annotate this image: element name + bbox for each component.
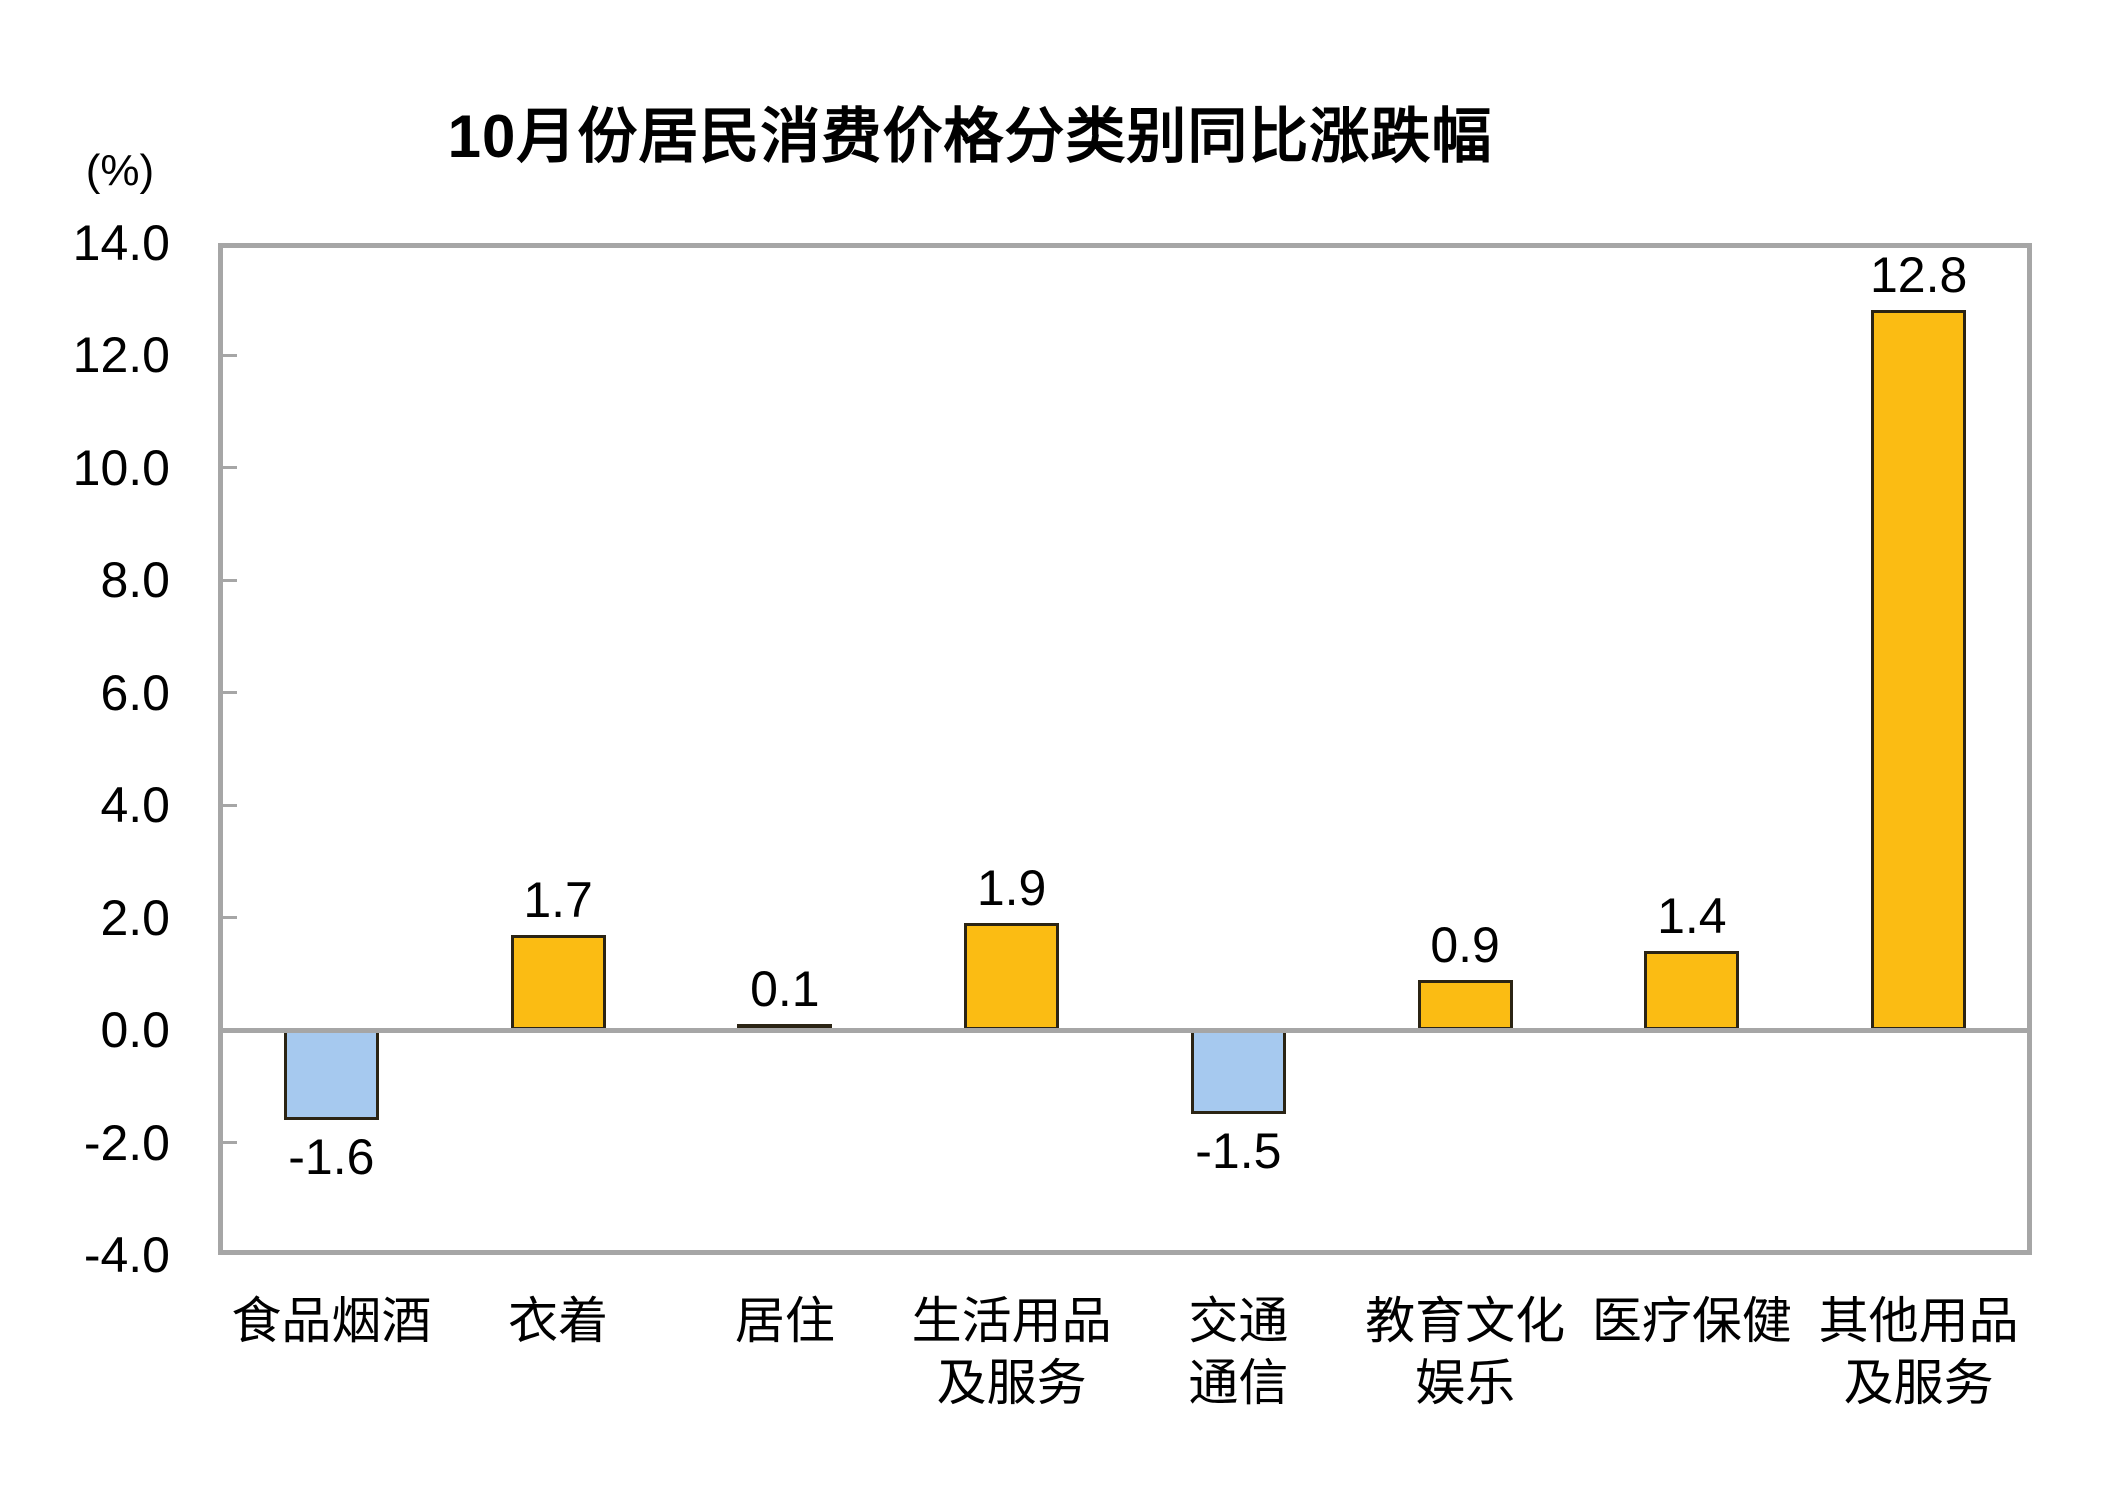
x-axis-label-line: 通信 — [1188, 1355, 1289, 1411]
x-axis-label-line: 衣着 — [508, 1293, 609, 1349]
y-axis-tick-label: -4.0 — [83, 1227, 170, 1283]
y-axis-tick-mark — [222, 691, 237, 695]
bar-5 — [1190, 1030, 1286, 1115]
x-axis-label-line: 教育文化 — [1365, 1293, 1566, 1349]
bar-6 — [1417, 979, 1513, 1031]
x-axis-label-6: 教育文化 娱乐 — [1345, 1290, 1585, 1414]
x-axis-label-3: 居住 — [665, 1290, 905, 1352]
y-axis-tick-label: 6.0 — [100, 664, 170, 721]
x-axis-label-5: 交通 通信 — [1118, 1290, 1358, 1414]
y-axis-tick-mark — [222, 353, 237, 357]
chart-title: 10月份居民消费价格分类别同比涨跌幅 — [447, 103, 1493, 170]
x-axis-label-line: 交通 — [1188, 1293, 1289, 1349]
x-axis-label-4: 生活用品 及服务 — [892, 1290, 1132, 1414]
x-axis-label-line: 及服务 — [936, 1355, 1087, 1411]
x-axis-label-line: 食品烟酒 — [231, 1293, 432, 1349]
bar-2 — [510, 934, 606, 1031]
y-axis-tick-label: 12.0 — [72, 327, 170, 384]
y-axis-tick-label: -2.0 — [83, 1114, 170, 1171]
y-axis-tick-label: 2.0 — [100, 889, 170, 946]
y-axis-tick-mark — [222, 803, 237, 807]
x-axis-label-line: 及服务 — [1843, 1355, 1994, 1411]
x-axis-label-line: 居住 — [734, 1293, 835, 1349]
y-axis-tick-label: 4.0 — [100, 777, 170, 834]
x-axis-label-1: 食品烟酒 — [211, 1290, 451, 1352]
y-axis-tick-label: 8.0 — [100, 552, 170, 609]
x-axis-label-line: 娱乐 — [1415, 1355, 1516, 1411]
x-axis-label-8: 其他用品 及服务 — [1799, 1290, 2039, 1414]
y-axis-tick-mark — [222, 578, 237, 582]
bar-value-label: 1.7 — [523, 871, 593, 928]
y-axis-tick-label: 10.0 — [72, 439, 170, 496]
bar-value-label: -1.6 — [288, 1129, 375, 1186]
y-axis-tick-label: 14.0 — [72, 215, 170, 271]
zero-axis-line — [218, 1027, 2032, 1033]
x-axis-label-2: 衣着 — [438, 1290, 678, 1352]
x-axis-label-line: 其他用品 — [1818, 1293, 2019, 1349]
bar-7 — [1644, 951, 1740, 1031]
y-axis-tick-mark — [222, 1141, 237, 1145]
bar-value-label: 0.9 — [1430, 916, 1500, 973]
bar-value-label: 12.8 — [1869, 247, 1968, 304]
bar-value-label: -1.5 — [1195, 1123, 1282, 1180]
plot-area — [218, 243, 2032, 1255]
bar-value-label: 0.1 — [750, 961, 820, 1018]
bar-4 — [964, 923, 1060, 1031]
x-axis-label-line: 生活用品 — [911, 1293, 1112, 1349]
y-axis-tick-mark — [222, 466, 237, 470]
y-axis-tick-label: 0.0 — [100, 1002, 170, 1059]
x-axis-label-7: 医疗保健 — [1572, 1290, 1812, 1352]
bar-value-label: 1.9 — [976, 860, 1047, 917]
y-axis-unit-label: (%) — [85, 146, 155, 195]
bar-8 — [1871, 310, 1967, 1031]
x-axis-label-line: 医疗保健 — [1591, 1293, 1792, 1349]
bar-value-label: 1.4 — [1657, 888, 1727, 945]
bar-1 — [283, 1030, 379, 1121]
y-axis-tick-mark — [222, 916, 237, 920]
